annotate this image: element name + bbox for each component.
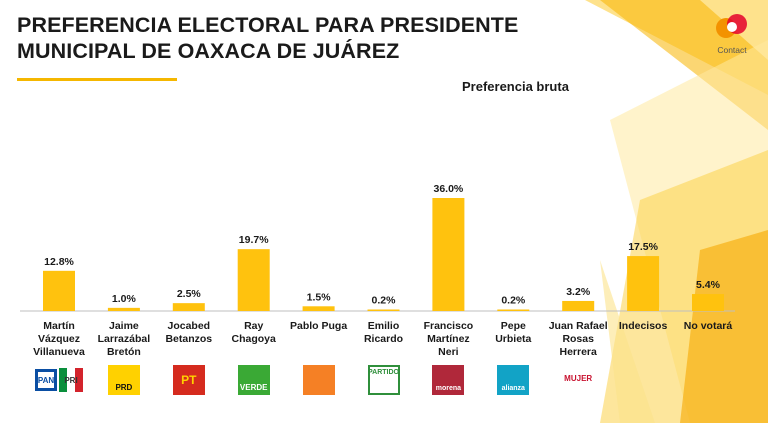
brand-logo: Contact [710, 12, 754, 55]
pan-pri-logo: PAN PRI [32, 365, 86, 395]
data-label-10: 5.4% [696, 279, 721, 291]
brand-logo-icon [716, 14, 747, 38]
category-label-1-0: Jaime [109, 320, 139, 332]
bar-8 [562, 300, 595, 311]
data-label-7: 0.2% [501, 295, 526, 307]
category-label-5-1: Ricardo [364, 333, 403, 345]
category-label-6-1: Martínez [427, 333, 470, 345]
data-label-6: 36.0% [434, 183, 464, 195]
title-underline [17, 78, 177, 81]
category-label-6-0: Francisco [424, 320, 474, 332]
page-title: PREFERENCIA ELECTORAL PARA PRESIDENTE MU… [17, 12, 577, 64]
data-label-0: 12.8% [44, 256, 74, 268]
data-label-4: 1.5% [307, 291, 332, 303]
category-label-7-1: Urbieta [495, 333, 531, 345]
verde-logo-label: VERDE [237, 365, 270, 395]
category-label-5-0: Emilio [368, 320, 400, 332]
category-label-8-0: Juan Rafael [549, 320, 608, 332]
data-label-5: 0.2% [372, 295, 397, 307]
data-label-1: 1.0% [112, 293, 137, 305]
partido-unidad-popular-logo-label: PARTIDO [367, 365, 400, 395]
category-label-2-0: Jocabed [167, 320, 210, 332]
category-label-0-0: Martín [43, 320, 75, 332]
category-label-8-2: Herrera [560, 346, 598, 358]
category-label-3-0: Ray [244, 320, 263, 332]
verde-logo: VERDE [237, 365, 270, 395]
pt-logo: PT [172, 365, 205, 395]
movimiento-ciudadano-logo [302, 365, 335, 395]
nueva-alianza-logo-label: alianza [497, 365, 530, 395]
data-label-3: 19.7% [239, 234, 269, 246]
bar-7 [497, 309, 530, 311]
category-label-10-0: No votará [684, 320, 733, 332]
category-label-1-1: Larrazábal [98, 333, 151, 345]
movimiento-ciudadano-logo-label [302, 365, 335, 395]
prd-logo-label: PRD [107, 365, 140, 395]
category-label-3-1: Chagoya [232, 333, 277, 345]
bar-2 [172, 303, 205, 311]
title-line-2: MUNICIPAL DE OAXACA DE JUÁREZ [17, 39, 400, 63]
bar-1 [107, 307, 140, 311]
category-label-0-1: Vázquez [38, 333, 80, 345]
nueva-alianza-logo: alianza [497, 365, 530, 395]
pan-logo-label: PAN [35, 369, 57, 391]
bar-10 [692, 294, 724, 311]
morena-logo-label: morena [432, 365, 465, 395]
bar-5 [367, 309, 400, 311]
bar-3 [237, 249, 270, 311]
category-label-8-1: Rosas [562, 333, 594, 345]
category-label-2-1: Betanzos [165, 333, 212, 345]
category-label-9-0: Indecisos [619, 320, 668, 332]
bar-4 [302, 306, 335, 311]
prd-logo: PRD [107, 365, 140, 395]
morena-logo: morena [432, 365, 465, 395]
data-label-2: 2.5% [177, 288, 202, 300]
bar-6 [432, 198, 465, 311]
partido-unidad-popular-logo: PARTIDO [367, 365, 400, 395]
bar-9 [627, 256, 660, 311]
pt-logo-label: PT [172, 365, 205, 395]
category-label-6-2: Neri [438, 346, 459, 358]
brand-name: Contact [717, 45, 747, 55]
pri-logo-label: PRI [59, 368, 83, 392]
bar-0 [43, 270, 75, 311]
chart-subtitle: Preferencia bruta [462, 79, 569, 94]
category-label-0-2: Villanueva [33, 346, 85, 358]
mujer-logo-label: MUJER [562, 365, 595, 395]
data-label-9: 17.5% [628, 241, 658, 253]
data-label-8: 3.2% [566, 286, 591, 298]
category-label-1-2: Bretón [107, 346, 141, 358]
title-line-1: PREFERENCIA ELECTORAL PARA PRESIDENTE [17, 13, 519, 37]
category-label-7-0: Pepe [501, 320, 526, 332]
category-label-4-0: Pablo Puga [290, 320, 347, 332]
mujer-logo: MUJER [562, 365, 595, 395]
